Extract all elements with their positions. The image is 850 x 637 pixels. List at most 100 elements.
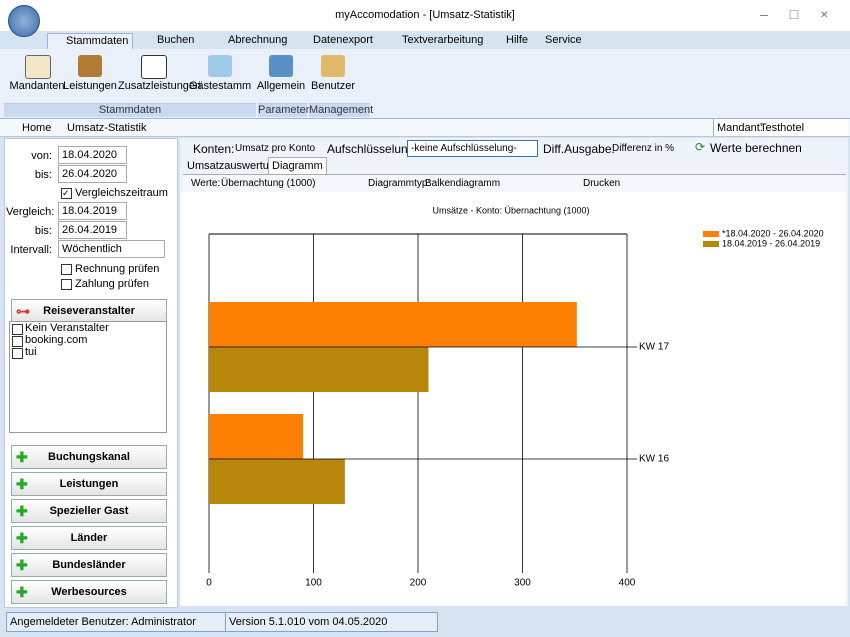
section-header[interactable]: ✚ Länder — [11, 526, 167, 550]
ribbon-button[interactable]: Benutzer — [310, 80, 356, 92]
checkbox[interactable] — [12, 348, 23, 359]
icon — [321, 55, 345, 77]
list-item: tui — [25, 346, 37, 358]
bar — [209, 459, 345, 504]
ribbon-tab[interactable]: Stammdaten — [47, 33, 134, 49]
mandant-label: Mandant: — [717, 122, 763, 134]
ribbon-group: Management — [309, 103, 374, 117]
date-picker[interactable]: 26.04.2020 — [58, 165, 127, 183]
y-tick-label: KW 17 — [639, 342, 669, 353]
date-picker[interactable]: 18.04.2019 — [58, 202, 127, 220]
konten-dropdown[interactable]: Umsatz pro Konto — [235, 143, 316, 154]
typ-dropdown[interactable]: Balkendiagramm — [425, 178, 501, 189]
ribbon-tab[interactable]: Hilfe — [506, 34, 529, 46]
list-item: Kein Veranstalter — [25, 322, 109, 334]
view-tab[interactable]: Diagramm — [268, 157, 327, 174]
checkbox[interactable]: ✓ — [61, 188, 72, 199]
section-title: Buchungskanal — [48, 451, 130, 463]
mandant-box[interactable] — [713, 119, 848, 136]
x-tick-label: 100 — [305, 578, 322, 589]
filter-label: von: — [31, 150, 52, 162]
aufschluesselung-dropdown[interactable]: -keine Aufschlüsselung- — [407, 140, 538, 157]
breadcrumb-item[interactable]: Home — [22, 122, 52, 134]
chart-toolbar — [183, 174, 846, 192]
x-tick-label: 400 — [619, 578, 636, 589]
checkbox[interactable] — [61, 264, 72, 275]
status-version: Version 5.1.010 vom 04.05.2020 — [225, 612, 438, 632]
ribbon-button[interactable]: Allgemein — [256, 80, 306, 92]
filter-label: Vergleich: — [6, 206, 55, 218]
app-icon[interactable] — [8, 5, 40, 37]
bar — [209, 414, 304, 459]
checkbox[interactable] — [12, 336, 23, 347]
interval-dropdown[interactable]: Wöchentlich — [58, 240, 165, 258]
section-header[interactable]: ✚ Spezieller Gast — [11, 499, 167, 523]
icon — [78, 55, 102, 77]
ribbon-tab[interactable]: Abrechnung — [228, 34, 288, 46]
legend-label: *18.04.2020 - 26.04.2020 — [722, 228, 824, 238]
x-tick-label: 300 — [514, 578, 531, 589]
section-title: Spezieller Gast — [49, 505, 129, 517]
x-tick-label: 200 — [410, 578, 427, 589]
toolbar-label: Werte: — [191, 178, 221, 189]
checkbox-label: Rechnung prüfen — [75, 263, 160, 275]
calculate-button[interactable]: Werte berechnen — [710, 141, 802, 155]
list-item: booking.com — [25, 334, 88, 346]
refresh-icon: ⟳ — [695, 140, 706, 154]
checkbox[interactable] — [61, 279, 72, 290]
section-header[interactable]: ✚ Werbesources — [11, 580, 167, 604]
toolbar-label: Diagrammtyp: — [368, 178, 431, 189]
date-picker[interactable]: 18.04.2020 — [58, 146, 127, 164]
checkbox[interactable] — [12, 324, 23, 335]
section-header[interactable]: ⊶ Reiseveranstalter — [11, 299, 167, 323]
icon — [141, 55, 167, 79]
section-title: Leistungen — [59, 478, 119, 490]
window-controls[interactable]: –□× — [760, 6, 850, 22]
icon — [208, 55, 232, 77]
section-header[interactable]: ✚ Leistungen — [11, 472, 167, 496]
status-user: Angemeldeter Benutzer: Administrator — [6, 612, 226, 632]
section-title: Länder — [70, 532, 108, 544]
section-header[interactable]: ✚ Buchungskanal — [11, 445, 167, 469]
werte-dropdown[interactable]: Übernachtung (1000) — [221, 178, 316, 189]
date-picker[interactable]: 26.04.2019 — [58, 221, 127, 239]
checkbox-label: Vergleichszeitraum — [75, 187, 168, 199]
icon — [269, 55, 293, 77]
ribbon-group: Stammdaten — [4, 103, 256, 117]
ribbon-button[interactable]: Gästestamm — [188, 80, 252, 92]
y-tick-label: KW 16 — [639, 454, 669, 465]
ribbon-tab[interactable]: Textverarbeitung — [402, 34, 484, 46]
icon — [25, 55, 51, 79]
bar — [209, 302, 577, 347]
toolbar-label: Aufschlüsselung: — [327, 142, 418, 156]
title-bar — [0, 0, 850, 31]
ribbon-button[interactable]: Mandanten — [9, 80, 65, 92]
section-title: Bundesländer — [52, 559, 126, 571]
diff-dropdown[interactable]: Differenz in % — [612, 143, 675, 154]
print-button[interactable]: Drucken — [583, 178, 621, 189]
breadcrumb-item[interactable]: Umsatz-Statistik — [67, 122, 147, 134]
ribbon-group: Parameter — [258, 103, 310, 117]
toolbar-label: Diff.Ausgabe: — [543, 142, 615, 156]
filter-label: Intervall: — [10, 244, 52, 256]
ribbon-tab[interactable]: Datenexport — [313, 34, 373, 46]
chart: Umsätze - Konto: Übernachtung (1000) 0 10… — [181, 192, 846, 606]
chart-background — [181, 192, 846, 606]
ribbon-button[interactable]: Leistungen — [63, 80, 117, 92]
toolbar-label: Konten: — [193, 142, 235, 156]
view-tab[interactable]: Umsatzauswertung — [187, 160, 282, 172]
window-title: myAccomodation - [Umsatz-Statistik] — [335, 9, 515, 21]
legend-label: 18.04.2019 - 26.04.2019 — [722, 238, 820, 248]
ribbon-tab[interactable]: Buchen — [157, 34, 195, 46]
ribbon-button[interactable]: Zusatzleistungen — [118, 80, 202, 92]
breadcrumb-bar — [0, 119, 850, 137]
filter-label: bis: — [34, 225, 52, 237]
legend-swatch — [703, 231, 719, 237]
list-box — [9, 321, 167, 433]
bar — [209, 347, 429, 392]
chart-title: Umsätze - Konto: Übernachtung (1000) — [432, 205, 589, 215]
x-tick-label: 0 — [206, 578, 212, 589]
checkbox-label: Zahlung prüfen — [75, 278, 149, 290]
ribbon-tab[interactable]: Service — [545, 34, 582, 46]
section-header[interactable]: ✚ Bundesländer — [11, 553, 167, 577]
